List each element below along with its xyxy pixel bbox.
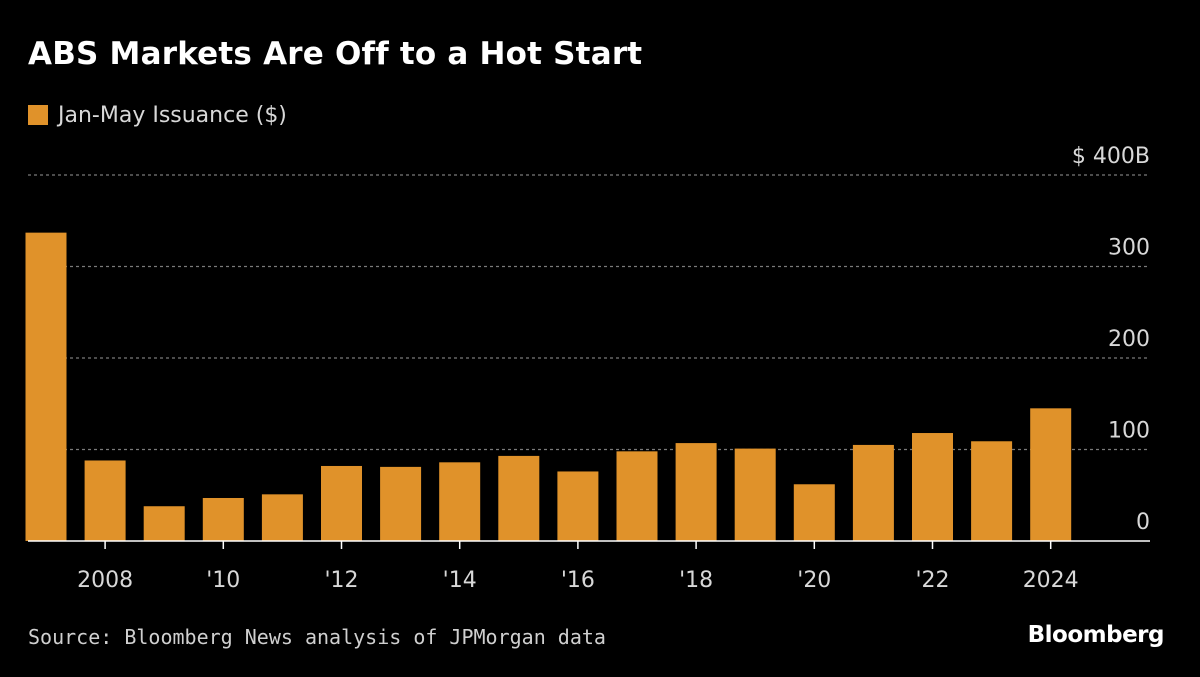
legend: Jan-May Issuance ($) bbox=[28, 101, 287, 129]
bloomberg-logo: Bloomberg bbox=[1027, 622, 1165, 648]
y-tick-label: 100 bbox=[1108, 419, 1150, 444]
x-tick-label: '16 bbox=[561, 568, 595, 593]
x-tick-label: 2024 bbox=[1023, 568, 1079, 593]
x-tick-label: 2008 bbox=[77, 568, 133, 593]
bar bbox=[912, 433, 953, 541]
bar bbox=[439, 462, 481, 541]
x-tick-label: '10 bbox=[206, 568, 240, 593]
x-tick-label: '22 bbox=[915, 568, 949, 593]
x-tick-label: '14 bbox=[443, 568, 477, 593]
chart-title: ABS Markets Are Off to a Hot Start bbox=[28, 36, 643, 72]
bar bbox=[261, 494, 303, 541]
legend-swatch bbox=[28, 105, 48, 125]
bar bbox=[971, 441, 1013, 541]
bar bbox=[202, 497, 244, 541]
bar bbox=[380, 466, 422, 541]
bar bbox=[84, 460, 126, 541]
bar bbox=[321, 465, 362, 541]
bar bbox=[734, 448, 776, 541]
x-tick-label: '18 bbox=[679, 568, 713, 593]
bar bbox=[793, 484, 835, 541]
y-tick-label: 200 bbox=[1108, 327, 1150, 352]
bar bbox=[557, 471, 599, 541]
bar bbox=[675, 443, 717, 541]
y-tick-label: $ 400B bbox=[1072, 144, 1150, 169]
source-note: Source: Bloomberg News analysis of JPMor… bbox=[28, 625, 606, 649]
y-tick-label: 300 bbox=[1108, 236, 1150, 261]
bar bbox=[852, 444, 894, 541]
bar bbox=[143, 506, 185, 541]
x-tick-label: '20 bbox=[797, 568, 831, 593]
bar bbox=[1030, 408, 1072, 541]
y-tick-label: 0 bbox=[1136, 510, 1150, 535]
legend-label: Jan-May Issuance ($) bbox=[58, 102, 287, 128]
bar bbox=[498, 455, 540, 541]
x-tick-label: '12 bbox=[324, 568, 358, 593]
bar bbox=[25, 232, 67, 541]
bar bbox=[616, 451, 658, 541]
